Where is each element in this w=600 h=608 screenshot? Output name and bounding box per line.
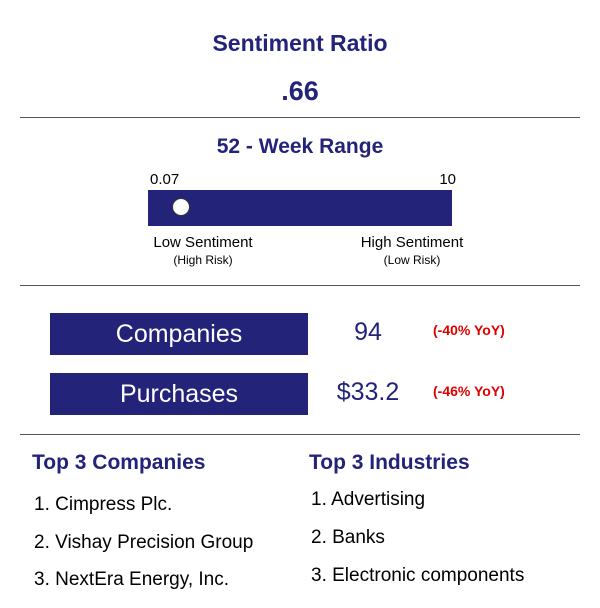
top-company-item: 2. Vishay Precision Group bbox=[34, 532, 254, 553]
range-title: 52 - Week Range bbox=[216, 135, 384, 158]
companies-label-box: Companies bbox=[50, 313, 308, 355]
sentiment-ratio-value: .66 bbox=[281, 76, 319, 106]
high-risk-label: (High Risk) bbox=[173, 253, 233, 267]
purchases-amount: $33.2 bbox=[336, 378, 400, 406]
purchases-label-box: Purchases bbox=[50, 373, 308, 415]
top-industry-item: 3. Electronic components bbox=[311, 565, 525, 586]
page-title: Sentiment Ratio bbox=[212, 30, 388, 56]
low-risk-label: (Low Risk) bbox=[383, 253, 441, 267]
low-sentiment-label: Low Sentiment bbox=[153, 234, 253, 251]
range-max-label: 10 bbox=[439, 171, 456, 188]
top-industries-title: Top 3 Industries bbox=[309, 451, 470, 474]
high-sentiment-label: High Sentiment bbox=[360, 234, 464, 251]
range-bar bbox=[148, 190, 452, 226]
divider-middle bbox=[20, 285, 580, 286]
top-companies-title: Top 3 Companies bbox=[32, 451, 206, 474]
range-min-label: 0.07 bbox=[150, 171, 180, 188]
companies-yoy-badge: (-40% YoY) bbox=[433, 322, 505, 338]
range-marker bbox=[172, 198, 191, 216]
top-industry-item: 1. Advertising bbox=[311, 489, 426, 510]
purchases-yoy-badge: (-46% YoY) bbox=[433, 383, 505, 399]
top-company-item: 3. NextEra Energy, Inc. bbox=[34, 569, 230, 590]
top-industry-item: 2. Banks bbox=[311, 527, 385, 548]
divider-bottom bbox=[20, 434, 580, 435]
top-company-item: 1. Cimpress Plc. bbox=[34, 494, 173, 515]
divider-top bbox=[20, 117, 580, 118]
companies-count: 94 bbox=[354, 318, 382, 346]
